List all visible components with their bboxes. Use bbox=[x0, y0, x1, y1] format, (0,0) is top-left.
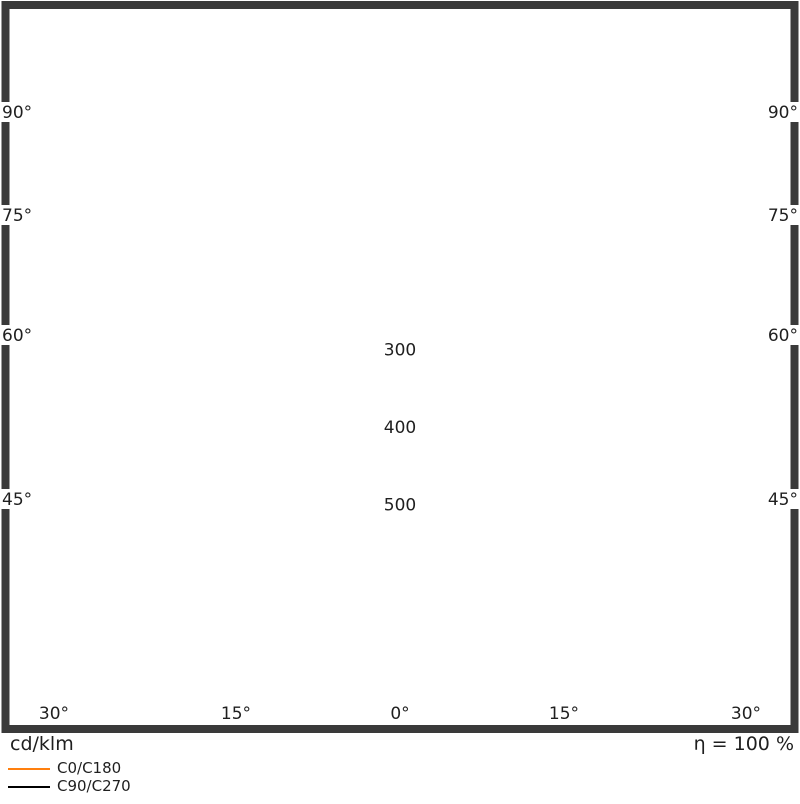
grid-circle bbox=[0, 0, 800, 732]
radial-value-label: 500 bbox=[384, 496, 416, 516]
grid-ray bbox=[298, 189, 390, 800]
angle-label: 15° bbox=[549, 704, 579, 724]
grid-ray bbox=[0, 151, 333, 502]
grid-circle bbox=[0, 0, 800, 655]
angle-label: 75° bbox=[768, 206, 798, 226]
angle-label: 75° bbox=[2, 206, 32, 226]
grid-circle bbox=[168, 0, 633, 345]
grid-ray bbox=[0, 142, 328, 411]
grid-ray bbox=[410, 189, 502, 800]
radial-value-label: 400 bbox=[384, 418, 416, 438]
efficiency-label: η = 100 % bbox=[694, 733, 794, 755]
grid-ray bbox=[475, 0, 800, 92]
grid-ray bbox=[447, 174, 800, 731]
angle-label: 15° bbox=[221, 704, 251, 724]
grid-ray bbox=[472, 142, 800, 411]
grid-circle bbox=[245, 0, 555, 267]
grid-ray bbox=[0, 122, 323, 214]
grid-ray bbox=[477, 122, 800, 214]
grid-ray bbox=[0, 159, 338, 587]
grid-ray bbox=[0, 174, 353, 731]
grid-ray bbox=[477, 10, 800, 102]
angle-label: 45° bbox=[768, 490, 798, 510]
grid-ray bbox=[0, 167, 345, 664]
units-label: cd/klm bbox=[10, 733, 74, 755]
angle-label: 30° bbox=[39, 704, 69, 724]
grid-ray bbox=[0, 0, 333, 73]
curve-c0-c180 bbox=[175, 112, 625, 291]
grid-ray bbox=[472, 0, 800, 82]
grid-ray bbox=[467, 151, 800, 502]
radial-value-label: 300 bbox=[384, 341, 416, 361]
grid-ray bbox=[0, 0, 328, 82]
curve-c90-c270 bbox=[340, 112, 603, 335]
angle-label: 30° bbox=[731, 704, 761, 724]
grid-ray bbox=[462, 159, 800, 587]
plot-frame bbox=[6, 5, 795, 729]
angle-label: 90° bbox=[2, 103, 32, 123]
grid-ray bbox=[475, 132, 800, 314]
grid-ray bbox=[455, 167, 800, 664]
grid-ray bbox=[467, 0, 800, 73]
axis-labels: 300 400 500 90° 90° 75° 75° 60° 60° 45° 45° 30° 15° 0… bbox=[1, 102, 799, 724]
grid-ray bbox=[0, 10, 323, 102]
angle-label: 45° bbox=[2, 490, 32, 510]
legend-line-c0-c180 bbox=[8, 768, 50, 770]
legend-label-c0-c180: C0/C180 bbox=[57, 760, 121, 777]
grid-ray bbox=[0, 132, 325, 314]
angle-label: 60° bbox=[768, 326, 798, 346]
grid-ray bbox=[0, 0, 325, 92]
grid-ray bbox=[462, 0, 800, 65]
legend-line-c90-c270 bbox=[8, 786, 50, 788]
grid-circle bbox=[323, 35, 478, 190]
grid-ray bbox=[10, 179, 361, 787]
angle-label: 60° bbox=[2, 326, 32, 346]
grid-ray bbox=[0, 0, 338, 65]
grid-ray bbox=[439, 179, 790, 787]
angle-label: 90° bbox=[768, 103, 798, 123]
legend-label-c90-c270: C90/C270 bbox=[57, 778, 131, 795]
angle-label: 0° bbox=[390, 704, 409, 724]
grid-circle bbox=[0, 0, 800, 577]
